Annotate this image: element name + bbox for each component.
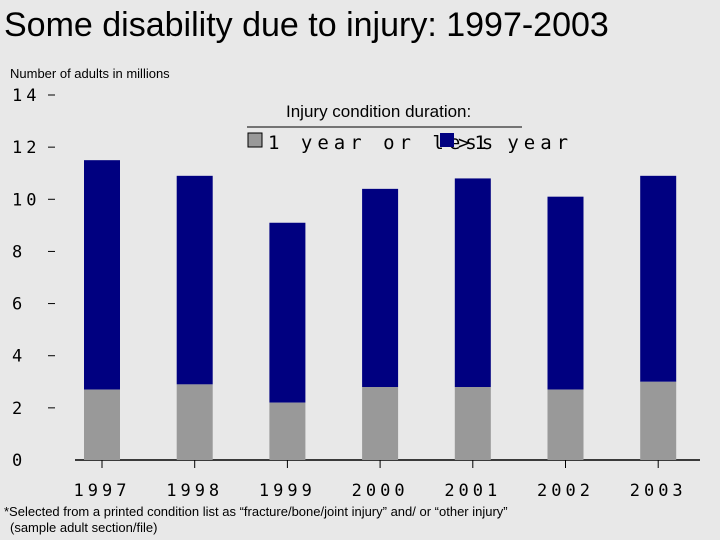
legend-swatch-1-year-or-less: [247, 132, 263, 148]
x-tick-label-2003: 2003: [630, 481, 687, 500]
bar-segment-over-1-year-2001: [454, 178, 491, 387]
x-tick-label-2002: 2002: [537, 481, 594, 500]
footnote-line-2: (sample adult section/file): [10, 520, 158, 535]
bar-segment-1-year-or-less-1998: [176, 384, 213, 460]
bar-segment-1-year-or-less-2001: [454, 387, 491, 460]
footnote: *Selected from a printed condition list …: [4, 504, 704, 536]
legend-title: Injury condition duration:: [286, 102, 471, 121]
bar-segment-1-year-or-less-2003: [640, 381, 677, 460]
bar-segment-over-1-year-1997: [84, 160, 120, 390]
bar-segment-1-year-or-less-2002: [547, 389, 584, 460]
legend-label-over-1-year: >1 year: [458, 132, 573, 154]
y-axis-label: Number of adults in millions: [10, 66, 170, 81]
chart-title: Some disability due to injury: 1997-2003: [4, 6, 609, 44]
bar-segment-over-1-year-1998: [176, 175, 213, 385]
bar-segment-over-1-year-2000: [362, 188, 399, 387]
bar-segment-1-year-or-less-1997: [84, 389, 120, 460]
y-tick-label: 2: [12, 399, 26, 419]
x-tick-label-1998: 1998: [166, 481, 223, 500]
y-tick-label: 4: [12, 347, 26, 367]
legend-label-1-year-or-less: 1 year or less: [268, 132, 498, 154]
footnote-line-1: *Selected from a printed condition list …: [4, 504, 508, 519]
y-tick-label: 6: [12, 295, 26, 315]
bar-segment-over-1-year-1999: [269, 222, 306, 403]
x-tick-label-2000: 2000: [352, 481, 409, 500]
y-tick-label: 12: [12, 138, 40, 158]
bar-segment-over-1-year-2002: [547, 196, 584, 390]
x-tick-label-1997: 1997: [74, 481, 131, 500]
bar-chart: 0 2 4 6 8 10 12 14 1997 1998 1999 2000 2001 2002 2003 I…: [12, 86, 700, 500]
y-tick-label: 0: [12, 451, 26, 471]
x-tick-label-2001: 2001: [444, 481, 501, 500]
y-tick-label: 10: [12, 190, 40, 210]
y-tick-label: 8: [12, 242, 26, 262]
bar-segment-1-year-or-less-2000: [362, 387, 399, 460]
bar-segment-over-1-year-2003: [640, 175, 677, 382]
bar-segment-1-year-or-less-1999: [269, 402, 306, 460]
x-tick-label-1999: 1999: [259, 481, 316, 500]
y-tick-label: 14: [12, 86, 40, 106]
legend-swatch-over-1-year: [440, 133, 454, 147]
